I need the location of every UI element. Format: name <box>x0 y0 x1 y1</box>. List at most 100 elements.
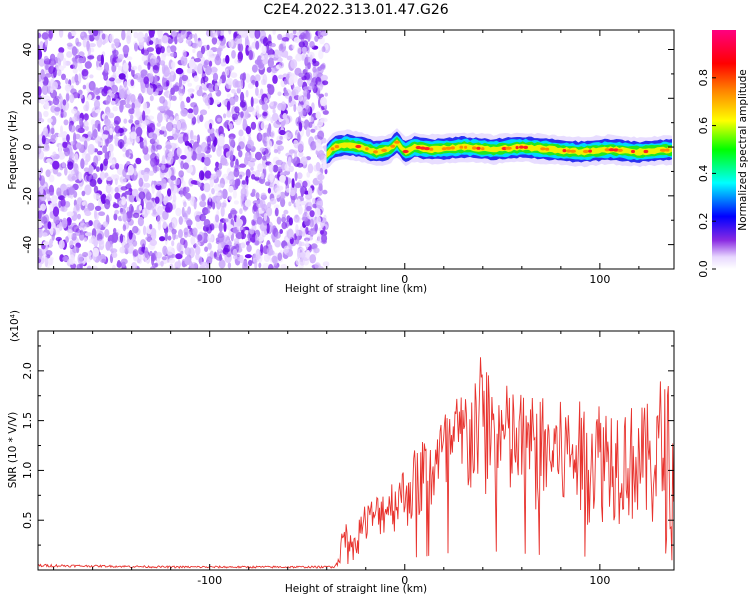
noise-blob <box>254 80 259 88</box>
noise-blob <box>271 255 278 264</box>
noise-blob <box>98 211 106 216</box>
noise-blob <box>78 57 84 64</box>
noise-blob <box>66 211 74 217</box>
noise-blob <box>263 97 268 103</box>
noise-blob <box>178 76 183 88</box>
noise-blob <box>277 252 283 261</box>
noise-blob <box>138 204 143 211</box>
noise-blob <box>94 109 101 114</box>
noise-blob <box>210 173 217 180</box>
noise-blob <box>283 248 289 254</box>
noise-blob <box>144 247 149 258</box>
noise-blob <box>242 118 247 129</box>
noise-blob <box>278 74 284 80</box>
noise-blob <box>303 237 311 242</box>
noise-blob <box>291 44 296 50</box>
colorbar-tick-label: 0.6 <box>697 117 710 135</box>
noise-blob <box>322 261 330 267</box>
noise-blob <box>263 213 267 222</box>
noise-blob <box>130 94 136 104</box>
noise-blob <box>115 98 121 106</box>
noise-blob <box>70 141 75 146</box>
noise-blob <box>84 159 89 166</box>
noise-blob <box>273 187 282 199</box>
noise-blob <box>226 77 233 85</box>
noise-blob <box>180 55 188 67</box>
noise-blob <box>38 32 42 39</box>
noise-blob <box>298 151 304 158</box>
noise-blob <box>168 257 176 264</box>
noise-blob <box>300 200 307 206</box>
noise-blob <box>317 150 325 160</box>
noise-blob <box>273 149 279 154</box>
noise-blob <box>174 36 178 45</box>
noise-blob <box>158 195 163 205</box>
noise-blob <box>255 248 261 259</box>
noise-blob <box>142 145 149 155</box>
noise-blob <box>87 55 95 60</box>
noise-blob <box>162 53 167 57</box>
noise-blob <box>197 234 203 242</box>
noise-blob <box>176 147 183 156</box>
noise-blob <box>177 136 184 144</box>
noise-blob <box>282 113 288 120</box>
noise-blob <box>242 260 248 269</box>
noise-blob <box>301 46 307 53</box>
noise-blob <box>62 137 67 142</box>
noise-blob <box>259 30 267 40</box>
noise-blob <box>250 192 256 198</box>
noise-blob <box>218 259 226 269</box>
noise-blob <box>96 60 99 68</box>
signal-peak <box>365 147 369 151</box>
noise-blob <box>298 72 304 78</box>
noise-blob <box>288 217 293 226</box>
noise-blob <box>213 99 221 105</box>
noise-blob <box>191 262 198 269</box>
noise-blob <box>262 158 267 170</box>
noise-blob <box>181 180 186 188</box>
noise-blob <box>267 54 275 59</box>
noise-blob <box>145 201 153 210</box>
noise-blob <box>167 235 172 241</box>
noise-blob <box>199 114 204 123</box>
snr-y-multiplier: (x10⁴) <box>9 310 21 342</box>
noise-blob <box>295 229 299 237</box>
noise-blob <box>66 134 70 142</box>
noise-blob <box>300 186 304 198</box>
noise-blob <box>88 43 96 48</box>
signal-peak <box>445 146 452 150</box>
noise-blob <box>132 240 138 247</box>
noise-blob <box>279 229 284 234</box>
noise-blob <box>138 191 146 200</box>
noise-blob <box>149 66 153 75</box>
signal-peak <box>472 146 477 150</box>
noise-blob <box>124 190 131 195</box>
noise-blob <box>179 187 184 198</box>
noise-blob <box>317 186 324 196</box>
noise-blob <box>72 67 78 74</box>
noise-blob <box>74 133 81 140</box>
noise-blob <box>298 41 305 48</box>
noise-blob <box>86 173 94 182</box>
figure-title: C2E4.2022.313.01.47.G26 <box>263 2 448 18</box>
noise-blob <box>236 226 244 231</box>
signal-peak <box>562 149 567 153</box>
noise-blob <box>145 236 152 241</box>
noise-blob <box>178 229 183 239</box>
noise-blob <box>124 174 132 181</box>
noise-blob <box>106 175 113 181</box>
noise-blob <box>298 121 303 132</box>
noise-blob <box>247 82 254 89</box>
spectrogram-ticks: -100 0 100 -40 -20 0 20 40 <box>21 30 674 286</box>
noise-blob <box>60 205 68 213</box>
noise-blob <box>176 120 182 131</box>
noise-blob <box>204 246 209 252</box>
noise-blob <box>246 139 255 149</box>
noise-blob <box>221 71 226 81</box>
noise-blob <box>307 32 311 42</box>
noise-blob <box>68 186 75 196</box>
noise-blob <box>61 161 66 168</box>
noise-blob <box>93 99 101 110</box>
noise-blob <box>115 163 120 170</box>
noise-blob <box>288 165 294 173</box>
